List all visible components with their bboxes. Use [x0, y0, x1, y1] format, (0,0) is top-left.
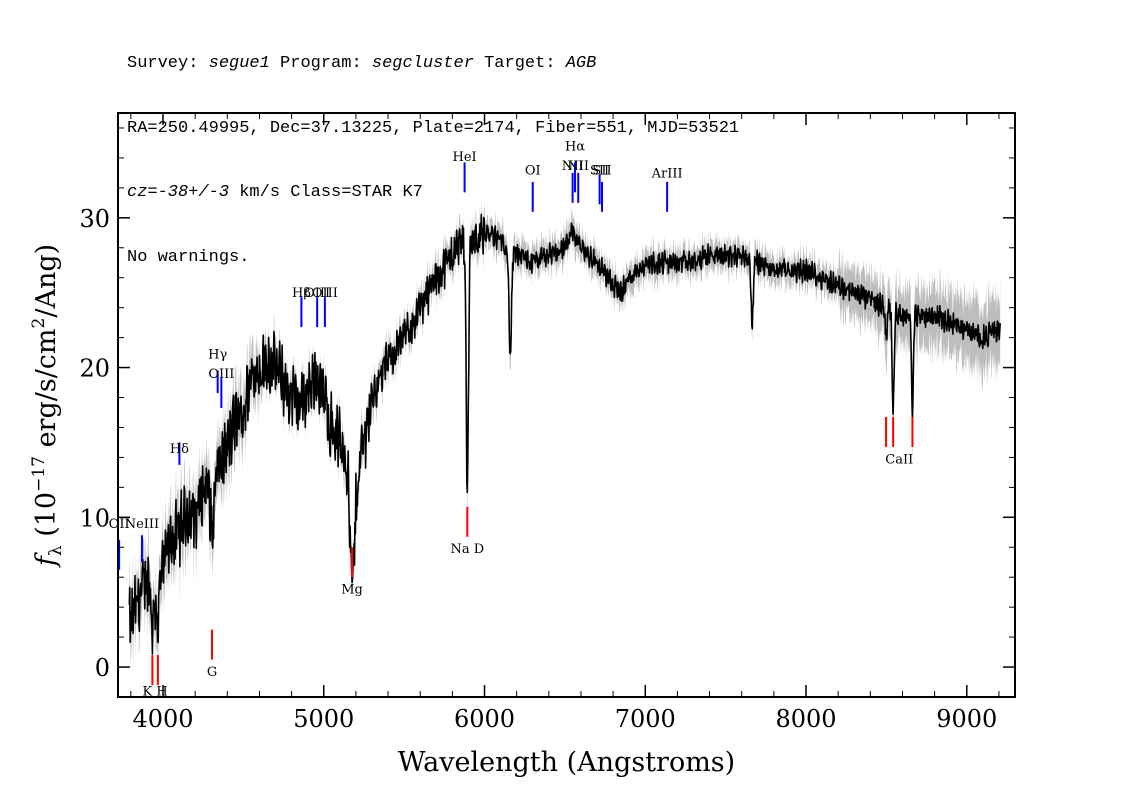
- plot-frame: [117, 112, 1016, 698]
- emission-label-11: Hα: [565, 139, 585, 154]
- program-label: Program:: [269, 54, 372, 73]
- survey-value: segue1: [208, 54, 270, 73]
- x-tick-label-3: 7000: [615, 705, 676, 733]
- emission-label-5: Hβ: [292, 286, 311, 301]
- emission-label-10: NII: [562, 159, 584, 174]
- emission-label-6: OIII: [304, 286, 330, 301]
- absorption-label-3: Na D: [450, 542, 484, 557]
- absorption-label-0: K H: [143, 685, 168, 700]
- x-tick-label-2: 6000: [454, 705, 515, 733]
- absorption-label-2: Mg: [341, 583, 363, 598]
- axis-ticks: 4000 5000 6000 7000 8000 9000 0 10 20 30: [79, 113, 1015, 733]
- header-line-1: Survey: segue1 Program: segcluster Targe…: [127, 53, 739, 75]
- y-axis-label: fλ (10−17 erg/s/cm2/Ang): [29, 244, 66, 568]
- x-tick-label-4: 8000: [775, 705, 836, 733]
- flux-series: [128, 213, 1001, 655]
- class-text: km/s Class=STAR K7: [229, 183, 423, 202]
- emission-label-9: OI: [525, 163, 541, 178]
- program-value: segcluster: [371, 54, 474, 73]
- emission-label-3: Hγ: [208, 348, 227, 363]
- emission-label-1: NeIII: [125, 517, 159, 532]
- x-tick-label-1: 5000: [293, 705, 354, 733]
- spectrum-header: Survey: segue1 Program: segcluster Targe…: [127, 10, 739, 290]
- target-label: Target:: [473, 54, 566, 73]
- error-band: [129, 197, 1001, 692]
- emission-label-4: OIII: [208, 367, 234, 382]
- header-line-4: No warnings.: [127, 247, 250, 267]
- y-tick-label-1: 10: [79, 504, 110, 532]
- absorption-label-1: G: [207, 665, 217, 680]
- emission-label-2: Hδ: [170, 442, 189, 457]
- emission-label-8: HeI: [452, 150, 476, 165]
- y-tick-label-3: 30: [79, 205, 110, 233]
- survey-label: Survey:: [127, 54, 209, 73]
- emission-label-15: ArIII: [651, 166, 683, 181]
- absorption-label-4: CaII: [885, 452, 913, 467]
- cz-value: =-38+/-3: [147, 183, 230, 202]
- y-tick-label-2: 20: [79, 355, 110, 383]
- x-tick-label-5: 9000: [936, 705, 997, 733]
- header-line-2: RA=250.49995, Dec=37.13225, Plate=2174, …: [127, 118, 740, 138]
- emission-label-7: OIII: [312, 286, 338, 301]
- cz-label: cz: [127, 183, 148, 202]
- emission-label-0: OII: [109, 517, 130, 532]
- emission-label-12: NII: [567, 159, 589, 174]
- header-line-3: cz=-38+/-3 km/s Class=STAR K7: [127, 182, 739, 204]
- x-axis-label: Wavelength (Angstroms): [398, 747, 735, 778]
- error-band-area: [129, 197, 1001, 692]
- flux-line: [128, 213, 1001, 655]
- target-value: AGB: [565, 54, 597, 73]
- emission-label-14: SII: [592, 163, 611, 178]
- x-tick-label-0: 4000: [132, 705, 193, 733]
- y-tick-label-0: 0: [95, 654, 110, 682]
- emission-label-13: SII: [590, 163, 609, 178]
